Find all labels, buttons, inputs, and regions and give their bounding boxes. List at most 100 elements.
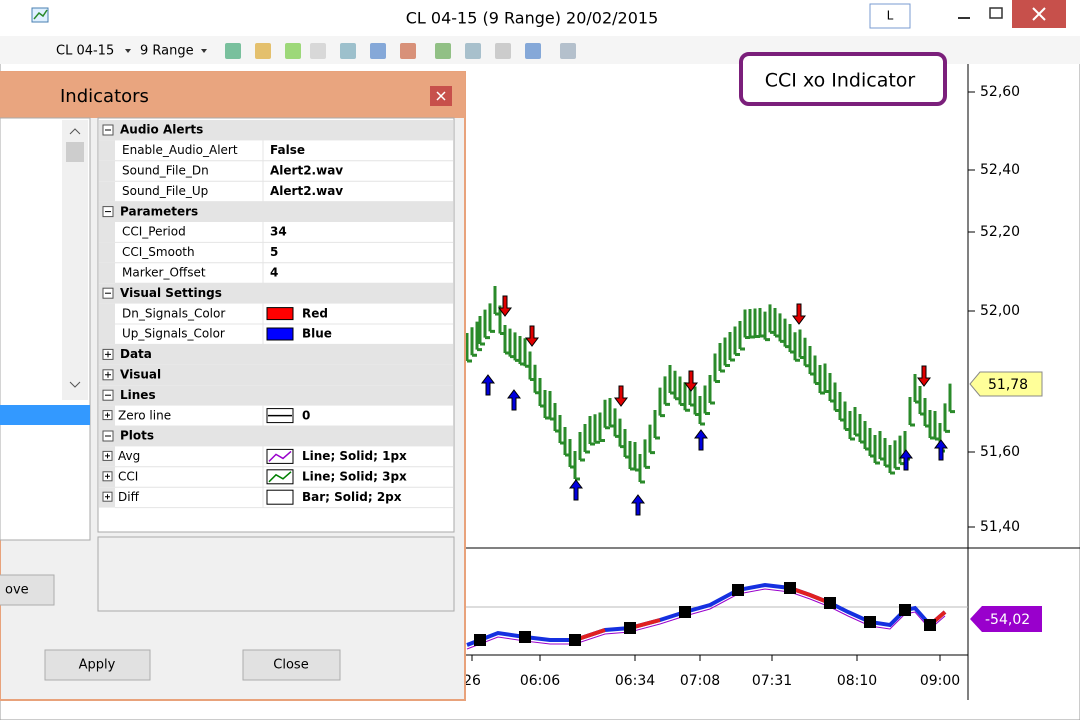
- sell-signal: [917, 365, 931, 387]
- time-label: 06:34: [615, 673, 655, 689]
- property-value[interactable]: 5: [270, 245, 278, 259]
- dialog-close-icon[interactable]: [436, 91, 446, 101]
- period-selector[interactable]: 9 Range: [140, 44, 194, 59]
- property-value[interactable]: Red: [302, 306, 328, 320]
- diff-marker: [899, 604, 911, 616]
- price-label: 52,60: [980, 84, 1020, 100]
- gutter: [99, 242, 115, 263]
- toolbar-icon[interactable]: [225, 43, 241, 59]
- l-button[interactable]: [869, 3, 911, 29]
- toolbar-icon[interactable]: [340, 43, 356, 59]
- buy-signal: [934, 439, 948, 461]
- property-value[interactable]: Line; Solid; 3px: [302, 470, 407, 484]
- row-expander-sign[interactable]: [105, 473, 110, 479]
- property-name: Zero line: [118, 408, 171, 422]
- price-label: 52,40: [980, 162, 1020, 178]
- category-row: [99, 364, 453, 386]
- time-label: 09:00: [920, 673, 960, 689]
- selected-indicator[interactable]: [0, 405, 90, 425]
- property-value[interactable]: False: [270, 143, 305, 157]
- gutter: [99, 303, 115, 324]
- dropdown-arrow: [125, 49, 131, 53]
- property-name: Marker_Offset: [122, 266, 206, 280]
- maximize-button[interactable]: [989, 7, 1003, 19]
- row-expander-sign[interactable]: [105, 412, 110, 418]
- toolbar-icon[interactable]: [370, 43, 386, 59]
- expander-sign[interactable]: [105, 371, 111, 378]
- property-name: Sound_File_Dn: [122, 164, 209, 178]
- property-value[interactable]: Blue: [302, 327, 332, 341]
- property-value[interactable]: Line; Solid; 1px: [302, 449, 407, 463]
- property-value[interactable]: Alert2.wav: [270, 164, 343, 178]
- property-value[interactable]: 34: [270, 225, 287, 239]
- gutter: [99, 160, 115, 182]
- diff-marker: [864, 616, 876, 628]
- description-box: [97, 536, 455, 612]
- category-row: [99, 283, 453, 304]
- sell-signal: [614, 385, 628, 407]
- toolbar-icon[interactable]: [465, 43, 481, 59]
- toolbar-icon[interactable]: [435, 43, 451, 59]
- toolbar-icon[interactable]: [255, 43, 271, 59]
- buy-signal: [569, 479, 583, 501]
- row-expander-sign[interactable]: [105, 453, 110, 459]
- toolbar-icon[interactable]: [285, 43, 301, 59]
- property-name: Sound_File_Up: [122, 184, 208, 198]
- instrument-selector[interactable]: CL 04-15: [56, 44, 114, 59]
- property-value[interactable]: Alert2.wav: [270, 184, 343, 198]
- cci-line-red: [789, 586, 831, 605]
- l-button-label[interactable]: L: [887, 9, 894, 23]
- buy-signal: [694, 429, 708, 451]
- sell-signal: [792, 303, 806, 325]
- buy-signal: [631, 494, 645, 516]
- close-dialog-button-label[interactable]: Close: [273, 658, 308, 673]
- remove-button-label[interactable]: ove: [5, 583, 29, 598]
- category-name: Visual Settings: [120, 286, 222, 300]
- diff-marker: [732, 584, 744, 596]
- expander-sign[interactable]: [105, 351, 111, 358]
- category-row: [99, 385, 453, 406]
- app-icon-line: [33, 9, 48, 20]
- property-name: Avg: [118, 449, 140, 463]
- property-rows: Audio Alerts Enable_Audio_Alert False Sound…: [99, 120, 453, 509]
- row-expander-sign[interactable]: [105, 494, 110, 500]
- toolbar-icon[interactable]: [495, 43, 511, 59]
- sell-signal: [684, 370, 698, 392]
- color-swatch: [266, 307, 294, 321]
- indicator-tag-label: -54,02: [985, 612, 1030, 628]
- diff-marker: [624, 622, 636, 634]
- scroll-down[interactable]: [69, 381, 81, 388]
- sell-signal: [525, 325, 539, 347]
- diff-marker: [474, 634, 486, 646]
- apply-button[interactable]: [44, 649, 151, 681]
- scroll-thumb[interactable]: [66, 142, 84, 162]
- toolbar-icon[interactable]: [310, 43, 326, 59]
- buy-signal: [481, 374, 495, 396]
- remove-button[interactable]: [0, 574, 55, 606]
- price-bars: [465, 286, 955, 484]
- property-value[interactable]: 0: [302, 408, 310, 422]
- scroll-up[interactable]: [69, 128, 81, 135]
- apply-button-label[interactable]: Apply: [79, 658, 116, 673]
- toolbar-icon[interactable]: [400, 43, 416, 59]
- toolbar-icon[interactable]: [560, 43, 576, 59]
- price-label: 51,60: [980, 444, 1020, 460]
- property-value[interactable]: Bar; Solid; 2px: [302, 490, 402, 504]
- property-value[interactable]: 4: [270, 266, 278, 280]
- buy-signal: [899, 449, 913, 471]
- price-tag: [969, 371, 1043, 397]
- category-name: Parameters: [120, 204, 198, 218]
- plot-swatch-line: [268, 471, 292, 483]
- color-swatch: [266, 327, 294, 341]
- annotation-box: [739, 52, 947, 106]
- list-scrollbar[interactable]: [62, 120, 88, 400]
- toolbar-icon[interactable]: [525, 43, 541, 59]
- category-row: [99, 120, 453, 141]
- category-name: Lines: [120, 388, 156, 402]
- diff-marker: [824, 597, 836, 609]
- close-dialog-button[interactable]: [242, 649, 341, 681]
- price-tag-label: 51,78: [988, 377, 1028, 393]
- gutter: [99, 140, 115, 161]
- close-icon[interactable]: [1032, 7, 1046, 21]
- gutter: [99, 222, 115, 243]
